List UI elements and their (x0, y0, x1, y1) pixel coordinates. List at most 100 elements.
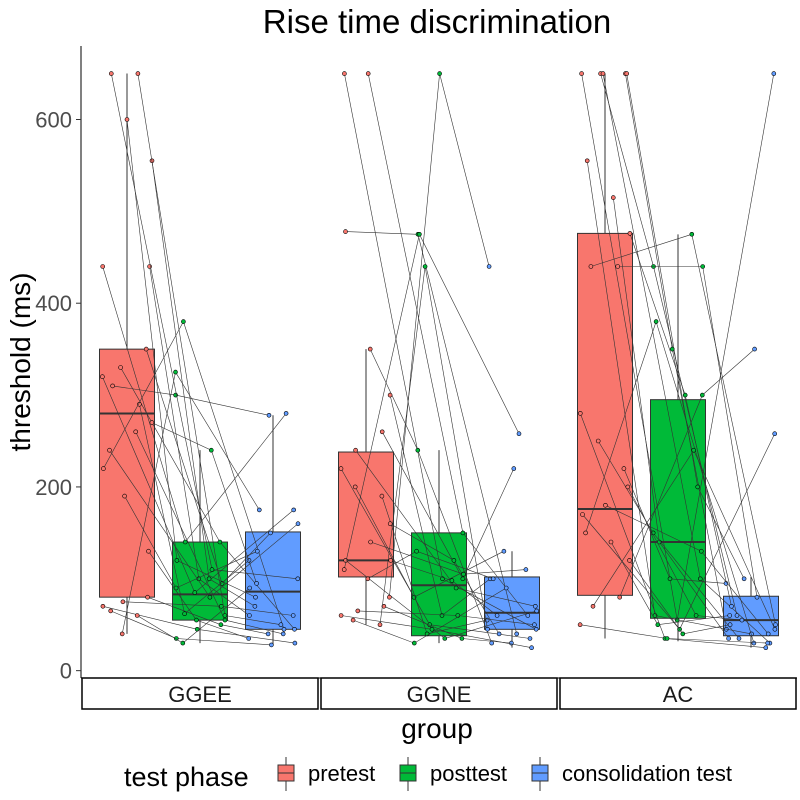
data-point (246, 636, 251, 641)
data-point (503, 585, 509, 591)
data-point (122, 493, 127, 499)
data-point (107, 447, 112, 453)
data-point (254, 581, 259, 586)
facet-strips: GGEE GGNE AC (81, 677, 797, 710)
legend-label: posttest (430, 761, 507, 786)
data-point (343, 229, 348, 234)
data-point (365, 71, 371, 76)
data-point (523, 567, 529, 572)
data-point (486, 264, 492, 269)
data-point (280, 631, 286, 637)
data-point (437, 71, 442, 76)
data-point (119, 631, 125, 637)
participant-ac-2 (624, 71, 747, 582)
data-point (291, 507, 297, 513)
data-point (387, 521, 393, 527)
data-point (511, 466, 517, 471)
y-tick-label: 400 (35, 291, 72, 316)
data-point (355, 608, 361, 614)
data-point (490, 576, 496, 582)
participant-ggee-22 (119, 369, 262, 637)
data-point (206, 576, 212, 582)
data-point (379, 429, 385, 435)
data-point (698, 548, 704, 554)
data-point (580, 512, 585, 517)
participant-ggne-11 (368, 539, 529, 577)
data-point (680, 631, 686, 637)
data-point (610, 195, 616, 200)
data-point (729, 603, 734, 609)
participant-ggee-16 (108, 608, 274, 648)
legend-entry-pretest: pretest (277, 757, 375, 791)
participant-ggee-13 (145, 594, 271, 637)
participant-ggee-9 (107, 447, 301, 600)
participant-ggee-14 (120, 599, 296, 618)
strip-label-ac: AC (663, 682, 694, 707)
data-point (600, 71, 606, 76)
data-point (726, 636, 731, 641)
legend-entry-consolidation-test: consolidation test (531, 757, 732, 791)
data-point (252, 603, 258, 609)
strip-ggne (320, 677, 558, 710)
participant-ac-8 (615, 264, 760, 600)
data-point (625, 484, 631, 490)
data-point (577, 622, 583, 628)
data-point (627, 558, 632, 563)
data-point (653, 319, 659, 324)
data-point (118, 365, 123, 370)
data-point (727, 613, 733, 618)
legend-title: test phase (124, 762, 249, 792)
data-point (342, 71, 347, 76)
participant-ggne-6 (353, 447, 538, 609)
data-point (772, 431, 778, 437)
data-point (192, 590, 198, 595)
box-ggne-consolidation-test (484, 551, 540, 648)
participant-ggee-8 (133, 429, 286, 637)
box-body (172, 541, 228, 621)
data-point (368, 539, 373, 545)
participant-ggne-12 (343, 558, 540, 641)
data-point (219, 581, 225, 586)
participant-ggee-7 (149, 420, 259, 586)
data-point (411, 640, 417, 646)
data-point (439, 613, 445, 618)
data-point (461, 571, 466, 577)
data-point (532, 603, 538, 609)
strip-label-ggee: GGEE (168, 682, 232, 707)
participant-ac-17 (608, 539, 733, 628)
data-point (265, 631, 271, 637)
participant-ggee-20 (109, 71, 301, 582)
strip-ggee (81, 677, 319, 710)
data-point (181, 319, 186, 324)
data-point (695, 484, 701, 490)
data-point (381, 603, 387, 609)
data-point (387, 392, 393, 398)
box-body (99, 348, 155, 598)
data-point (588, 264, 594, 269)
box-ggee-consolidation-test (245, 415, 301, 645)
panel-ac (577, 71, 779, 651)
data-point (754, 594, 760, 600)
data-point (247, 613, 252, 618)
participant-ggne-21 (388, 558, 500, 618)
participant-ac-16 (583, 319, 757, 646)
data-point (739, 617, 745, 623)
data-point (415, 447, 421, 453)
participant-ggne-13 (341, 232, 522, 572)
participant-ggne-16 (381, 603, 514, 646)
chart-title: Rise time discrimination (263, 3, 611, 40)
data-point (100, 264, 105, 269)
participant-ggee-19 (135, 71, 284, 628)
participant-ac-9 (588, 232, 778, 628)
data-point (341, 567, 347, 572)
participant-ggee-2 (143, 346, 273, 586)
panel-ggne (338, 71, 540, 651)
data-point (182, 611, 187, 617)
strip-ac (559, 677, 797, 710)
data-point (460, 576, 466, 582)
data-point (627, 231, 633, 236)
data-point (667, 576, 673, 582)
participant-ggne-17 (355, 608, 537, 628)
data-point (765, 640, 771, 646)
